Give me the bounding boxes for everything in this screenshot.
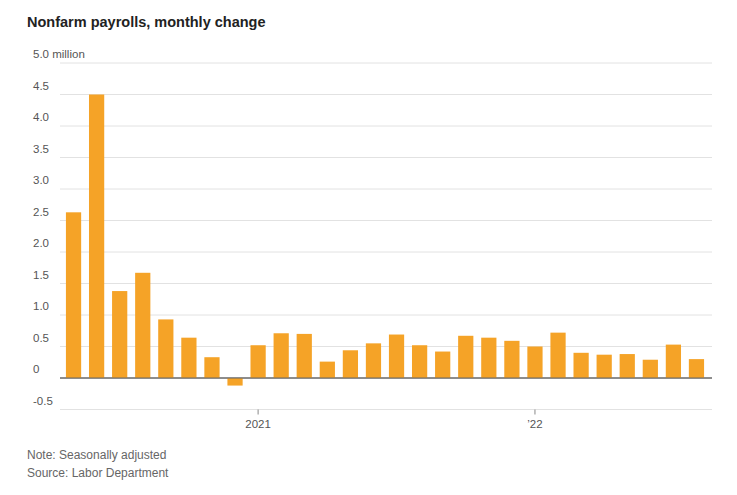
zero-line <box>60 378 712 379</box>
bar <box>620 354 635 378</box>
grid-line <box>60 63 712 64</box>
y-tick-label: 5.0 million <box>33 48 85 60</box>
bar <box>458 336 473 378</box>
bar <box>666 345 681 378</box>
bar <box>66 212 81 378</box>
grid-line <box>60 157 712 158</box>
chart-svg: Nonfarm payrolls, monthly change -0.5 0 0.5… <box>0 0 737 495</box>
bar <box>320 362 335 378</box>
bar <box>389 335 404 378</box>
bar <box>181 338 196 378</box>
y-tick-label: -0.5 <box>33 395 53 407</box>
bar <box>643 360 658 378</box>
bar <box>597 355 612 378</box>
bar <box>227 378 242 386</box>
bar <box>135 273 150 378</box>
y-tick-label: 4.0 <box>33 111 49 123</box>
bar <box>89 95 104 379</box>
y-tick-label: 3.5 <box>33 143 49 155</box>
y-tick-label: 0.5 <box>33 332 49 344</box>
zero-axis <box>60 378 712 379</box>
y-tick-label: 3.0 <box>33 174 49 186</box>
x-tick-label: ’22 <box>527 418 542 430</box>
grid-line <box>60 94 712 95</box>
bar <box>158 319 173 378</box>
title: Nonfarm payrolls, monthly change <box>27 14 266 30</box>
bar <box>297 334 312 378</box>
bar <box>550 333 565 378</box>
bar <box>435 352 450 378</box>
grid-line <box>60 283 712 284</box>
bar <box>504 341 519 378</box>
grid-line <box>60 252 712 253</box>
bar <box>112 291 127 378</box>
bar <box>204 357 219 378</box>
x-tick <box>258 410 259 415</box>
grid <box>60 63 712 410</box>
y-tick-label: 2.0 <box>33 237 49 249</box>
chart-container: Nonfarm payrolls, monthly change -0.5 0 0.5… <box>0 0 737 495</box>
bars <box>66 95 704 386</box>
bar <box>274 333 289 378</box>
y-tick-label: 0 <box>33 363 39 375</box>
y-tick-label: 1.0 <box>33 300 49 312</box>
y-tick-label: 2.5 <box>33 206 49 218</box>
note: Note: Seasonally adjusted <box>27 448 166 462</box>
grid-line <box>60 220 712 221</box>
grid-line <box>60 189 712 190</box>
grid-line <box>60 346 712 347</box>
bar <box>689 359 704 378</box>
grid-line <box>60 315 712 316</box>
bar <box>527 347 542 379</box>
bar <box>412 345 427 378</box>
y-tick-label: 1.5 <box>33 269 49 281</box>
x-tick-label: 2021 <box>245 418 271 430</box>
bar <box>366 343 381 378</box>
bar <box>481 338 496 378</box>
bar <box>343 350 358 378</box>
y-tick-label: 4.5 <box>33 80 49 92</box>
grid-line <box>60 409 712 410</box>
grid-line <box>60 126 712 127</box>
bar <box>250 345 265 378</box>
source: Source: Labor Department <box>27 466 169 480</box>
bar <box>573 353 588 378</box>
x-tick <box>534 410 535 415</box>
